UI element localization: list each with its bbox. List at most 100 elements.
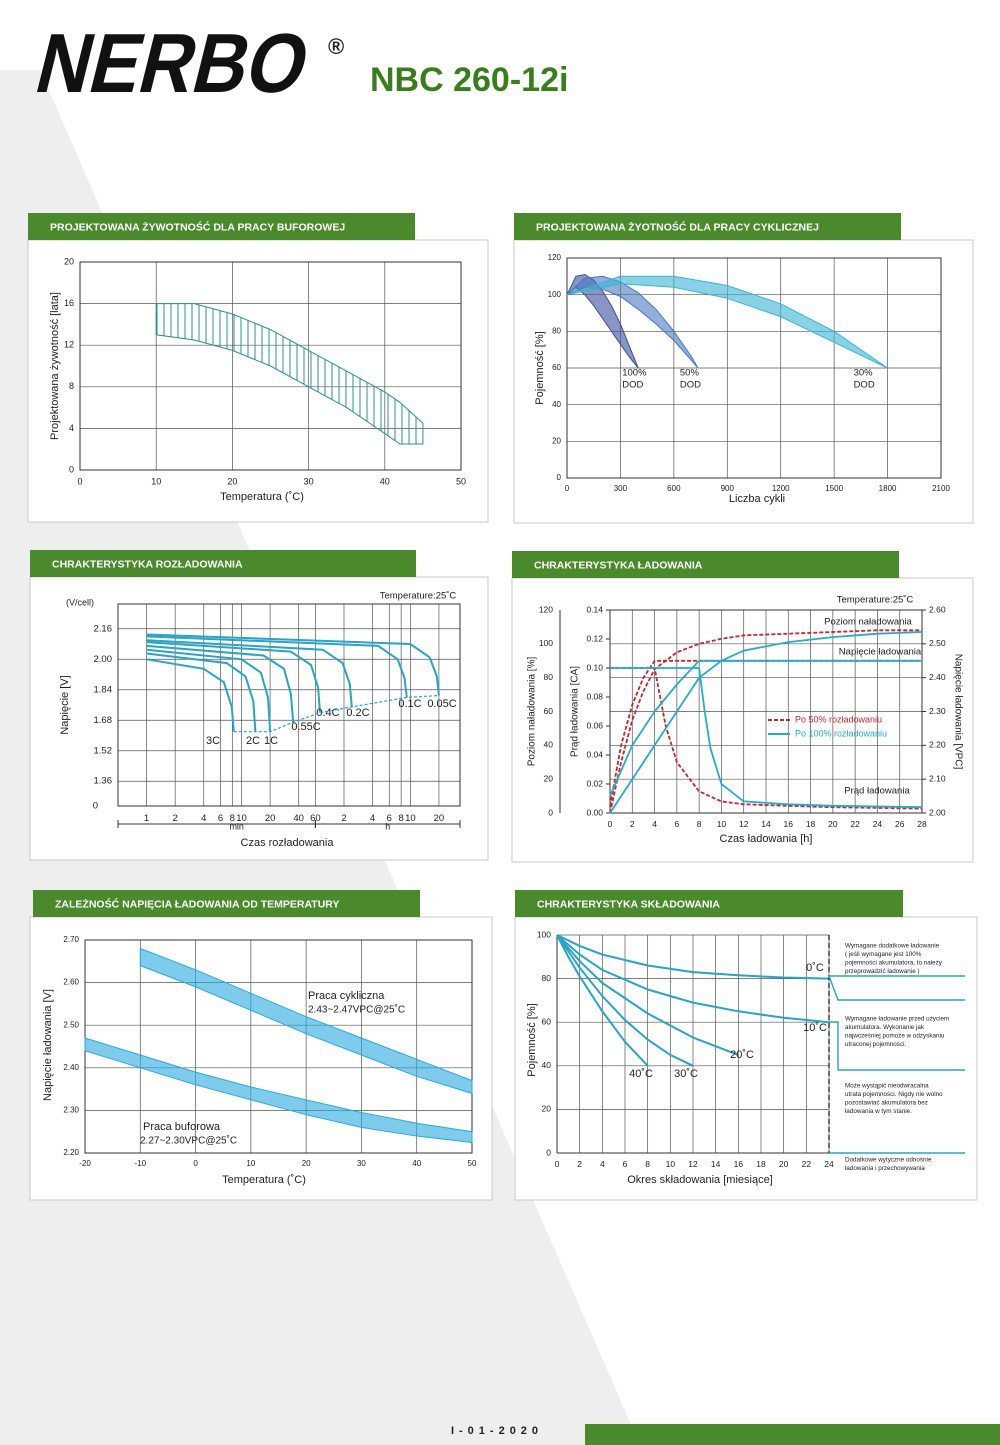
y3-tick-label: 2.30 [929, 706, 946, 716]
y-tick-label: 2.70 [63, 935, 79, 944]
line [146, 648, 272, 732]
x-tick-label: 16 [784, 819, 794, 829]
note-text: Wymagane ładowanie przed użyciem [845, 1016, 949, 1023]
series-label: 0.4C [316, 707, 339, 719]
y2-tick-label: 0.14 [586, 604, 603, 614]
footer-code: I-01-2020 [451, 1425, 543, 1437]
y-tick-label: 2.00 [94, 654, 113, 665]
note-text: pozostawiać akumulatora bez [845, 1100, 928, 1107]
x-tick-label: 22 [850, 819, 860, 829]
x-tick-label: 10 [246, 1159, 255, 1168]
y-tick-label: 1.36 [94, 776, 113, 787]
x-tick-label: 40 [412, 1159, 421, 1168]
x-tick-label: 40 [293, 813, 304, 824]
line [146, 652, 257, 732]
y-tick-label: 1.52 [94, 745, 113, 756]
section-title: CHRAKTERYSTYKA SKŁADOWANIA [537, 898, 720, 910]
note-text: ładowania i przechowywania [845, 1165, 925, 1172]
series-label: 0.05C [427, 698, 456, 710]
annotation: 2.43~2.47VPC@25˚C [308, 1004, 405, 1016]
y-axis-label: Napięcie ładowania [V] [42, 989, 54, 1101]
x-tick-label: 1500 [825, 484, 843, 493]
section-title: PROJEKTOWANA ŻYOTNOŚĆ DLA PRACY CYKLICZN… [536, 220, 819, 233]
series-label: 100% [622, 368, 647, 379]
line [146, 633, 440, 696]
group-label: h [385, 821, 390, 831]
line [556, 934, 830, 980]
y2-tick-label: 0.10 [586, 662, 603, 672]
x-tick-label: 2 [630, 819, 635, 829]
note-text: pojemności akumulatora, to należy [845, 960, 943, 967]
note-text: najwcześniej pomoże w odzyskaniu [845, 1033, 945, 1040]
y2-tick-label: 0.02 [586, 778, 603, 788]
y-tick-label: 100 [548, 290, 562, 299]
x-tick-label: 16 [734, 1159, 744, 1169]
y-tick-label: 60 [552, 363, 561, 372]
note-text: przeprowadzić ładowanie ) [845, 968, 920, 975]
x-tick-label: 24 [873, 819, 883, 829]
y-tick-label: 8 [69, 381, 74, 391]
y-tick-label: 0 [557, 473, 562, 482]
annotation: Praca cykliczna [308, 990, 385, 1002]
y-tick-label: 20 [552, 436, 561, 445]
series-label: 1C [264, 735, 278, 747]
x-tick-label: 18 [806, 819, 816, 829]
x-tick-label: -10 [135, 1159, 147, 1168]
x-tick-label: 12 [739, 819, 749, 829]
series-label: DOD [680, 380, 701, 391]
y-tick-label: 80 [544, 672, 554, 682]
x-tick-label: 0 [193, 1159, 198, 1168]
section-tab [515, 890, 903, 917]
note-text: utrata pojemności. Nigdy nie wolno [845, 1091, 943, 1098]
y-tick-label: 2.16 [94, 623, 113, 634]
x-tick-label: 900 [721, 484, 735, 493]
line [556, 934, 739, 1056]
x-tick-label: 0 [565, 484, 570, 493]
series-label: 0.2C [346, 707, 369, 719]
y-tick-label: 1.68 [94, 715, 113, 726]
section-tab [514, 213, 901, 240]
x-tick-label: 600 [667, 484, 681, 493]
plot-frame [79, 261, 462, 471]
x-tick-label: 0 [77, 476, 82, 486]
note-text: akumulatora. Wykonanie jak [845, 1024, 925, 1031]
y-unit: (V/cell) [66, 597, 94, 607]
section-tab [33, 890, 420, 917]
y3-tick-label: 2.10 [929, 773, 946, 783]
section-title: CHRAKTERYSTYKA ROZŁADOWANIA [52, 558, 243, 570]
y3-tick-label: 2.20 [929, 740, 946, 750]
y-tick-label: 80 [542, 973, 552, 983]
y-axis-label: Pojemność [%] [534, 331, 546, 404]
x-tick-label: 1 [144, 813, 149, 824]
note-separator [829, 1021, 965, 1071]
y-tick-label: 60 [544, 706, 554, 716]
y-tick-label: 80 [552, 326, 561, 335]
series-label: 30˚C [674, 1068, 698, 1080]
y-tick-label: 120 [539, 604, 553, 614]
x-tick-label: 26 [895, 819, 905, 829]
x-axis-label: Okres składowania [miesiące] [627, 1174, 773, 1186]
series-label: 0.1C [398, 698, 421, 710]
line [556, 934, 649, 1067]
y-axis-label: Pojemność [%] [526, 1003, 538, 1076]
x-axis-label: Temperatura (˚C) [222, 1174, 306, 1186]
line [556, 934, 830, 1024]
band [155, 303, 424, 445]
x-tick-label: 20 [828, 819, 838, 829]
model-title: NBC 260-12i [370, 61, 568, 99]
y-tick-label: 100 [537, 929, 551, 939]
y-tick-label: 12 [64, 340, 74, 350]
y-tick-label: 1.84 [94, 684, 113, 695]
x-tick-label: 50 [468, 1159, 477, 1168]
note-text: ( jeśli wymagane jest 100% [845, 951, 922, 958]
section-tab [28, 213, 415, 240]
footer-bar [585, 1424, 1000, 1445]
x-tick-label: 20 [265, 813, 276, 824]
x-tick-label: 0 [555, 1159, 560, 1169]
y-tick-label: 40 [552, 400, 561, 409]
x-tick-label: 6 [674, 819, 679, 829]
x-tick-label: 10 [236, 813, 247, 824]
y-tick-label: 16 [64, 298, 74, 308]
line [146, 658, 235, 732]
x-tick-label: 18 [756, 1159, 766, 1169]
